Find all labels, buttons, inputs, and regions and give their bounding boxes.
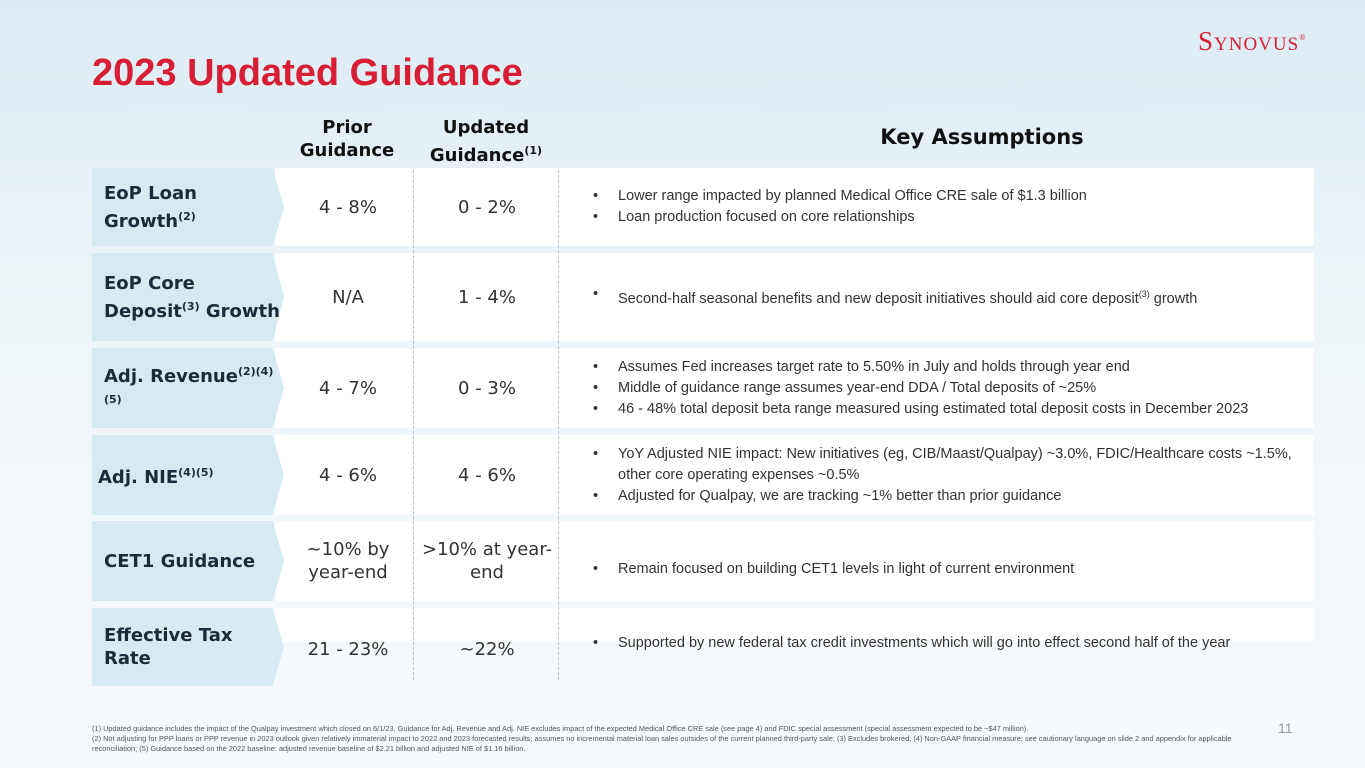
assumption-item: Supported by new federal tax credit inve… <box>560 633 1314 654</box>
assumption-item: Loan production focused on core relation… <box>560 207 1314 228</box>
assumptions-list: Lower range impacted by planned Medical … <box>560 168 1314 246</box>
row-label-effective-tax-rate: Effective Tax Rate <box>92 608 284 686</box>
key-assumptions-header: Key Assumptions <box>880 125 1084 149</box>
assumptions-list: Remain focused on building CET1 levels i… <box>560 529 1314 609</box>
prior-guidance-value: 4 - 6% <box>319 464 377 486</box>
updated-guidance-value: >10% at year-end <box>421 539 553 583</box>
updated-guidance-value: 4 - 6% <box>458 464 516 486</box>
prior-guidance-header: Prior Guidance <box>299 117 395 161</box>
assumption-item: Adjusted for Qualpay, we are tracking ~1… <box>560 486 1314 507</box>
row-label-cet1-guidance: CET1 Guidance <box>92 521 284 601</box>
prior-guidance-value: N/A <box>332 286 364 308</box>
updated-guidance-value: ~22% <box>459 638 515 660</box>
page-title: 2023 Updated Guidance <box>92 52 523 94</box>
assumptions-list: Assumes Fed increases target rate to 5.5… <box>560 348 1314 428</box>
assumption-item: Middle of guidance range assumes year-en… <box>560 378 1314 399</box>
assumption-item: Assumes Fed increases target rate to 5.5… <box>560 357 1314 378</box>
updated-guidance-value: 0 - 2% <box>458 196 516 218</box>
row-label-loan-growth: EoP Loan Growth(2) <box>92 168 284 246</box>
assumptions-list: Supported by new federal tax credit inve… <box>560 608 1314 678</box>
row-label-core-deposit-growth: EoP Core Deposit(3) Growth <box>92 253 284 341</box>
assumptions-list: YoY Adjusted NIE impact: New initiatives… <box>560 435 1314 515</box>
prior-guidance-value: 4 - 7% <box>319 377 377 399</box>
page-number: 11 <box>1278 720 1293 736</box>
footnote-line: (2) Not adjusting for PPP loans or PPP r… <box>92 734 1232 753</box>
footnotes: (1) Updated guidance includes the impact… <box>92 724 1252 754</box>
updated-guidance-value: 1 - 4% <box>458 286 516 308</box>
assumption-item: YoY Adjusted NIE impact: New initiatives… <box>560 444 1314 486</box>
synovus-logo: Synovus® <box>1198 26 1307 56</box>
assumption-item: Remain focused on building CET1 levels i… <box>560 559 1314 580</box>
updated-guidance-header: Updated Guidance(1) <box>429 117 543 166</box>
assumption-item: Second-half seasonal benefits and new de… <box>560 284 1314 310</box>
row-label-adj-revenue: Adj. Revenue(2)(4)(5) <box>92 348 284 428</box>
prior-guidance-value: 21 - 23% <box>307 638 389 660</box>
updated-guidance-value: 0 - 3% <box>458 377 516 399</box>
row-label-adj-nie: Adj. NIE(4)(5) <box>92 435 284 515</box>
column-divider <box>558 170 559 680</box>
assumption-item: Lower range impacted by planned Medical … <box>560 186 1314 207</box>
assumptions-list: Second-half seasonal benefits and new de… <box>560 253 1314 341</box>
prior-guidance-value: ~10% by year-end <box>306 539 390 583</box>
assumption-item: 46 - 48% total deposit beta range measur… <box>560 399 1314 420</box>
footnote-line: (1) Updated guidance includes the impact… <box>92 724 1029 733</box>
column-divider <box>413 170 414 680</box>
prior-guidance-value: 4 - 8% <box>319 196 377 218</box>
